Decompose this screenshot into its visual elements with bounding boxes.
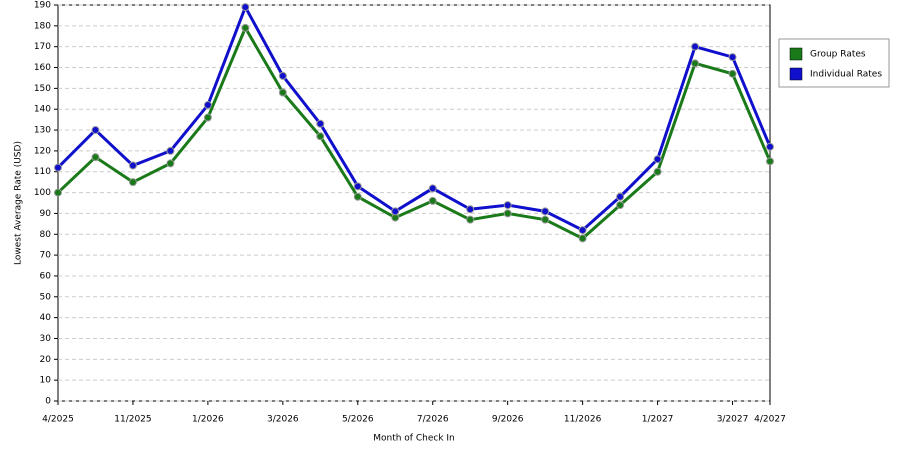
legend-label: Individual Rates — [810, 70, 882, 80]
x-tick-label: 7/2026 — [417, 415, 449, 425]
y-tick-label: 120 — [34, 146, 51, 156]
x-tick-label: 3/2026 — [267, 415, 299, 425]
legend-swatch — [789, 67, 803, 81]
data-point — [503, 201, 512, 210]
y-tick-label: 110 — [34, 167, 51, 177]
y-tick-label: 190 — [34, 1, 51, 11]
y-tick-label: 40 — [40, 313, 52, 323]
data-point — [766, 142, 774, 151]
x-tick-label: 9/2026 — [492, 415, 524, 425]
y-tick-label: 80 — [40, 230, 52, 240]
data-point — [54, 188, 62, 197]
x-tick-label: 3/2027 — [717, 415, 749, 425]
data-point — [166, 146, 175, 155]
y-tick-label: 180 — [34, 21, 51, 31]
data-point — [428, 184, 437, 193]
data-point — [616, 201, 625, 210]
data-point — [241, 23, 250, 32]
data-point — [353, 182, 362, 191]
y-tick-label: 20 — [40, 355, 52, 365]
data-point — [278, 71, 287, 80]
data-point — [691, 59, 700, 68]
data-point — [278, 88, 287, 97]
data-point — [391, 207, 400, 216]
legend-label: Group Rates — [810, 50, 866, 60]
data-point — [353, 192, 362, 201]
data-point — [728, 53, 737, 62]
x-tick-label: 5/2026 — [342, 415, 374, 425]
data-point — [691, 42, 700, 51]
y-axis-title: Lowest Average Rate (USD) — [14, 141, 24, 265]
data-point — [128, 178, 137, 187]
y-tick-label: 50 — [40, 292, 52, 302]
data-point — [241, 3, 250, 12]
data-point — [616, 192, 625, 201]
x-tick-label: 11/2026 — [564, 415, 602, 425]
y-tick-label: 10 — [40, 376, 52, 386]
y-tick-label: 60 — [40, 271, 52, 281]
y-tick-label: 150 — [34, 84, 51, 94]
data-point — [128, 161, 137, 170]
x-tick-label: 11/2025 — [114, 415, 151, 425]
data-point — [653, 155, 662, 164]
y-tick-label: 70 — [40, 251, 52, 261]
data-point — [203, 101, 212, 110]
data-point — [503, 209, 512, 218]
y-tick-label: 170 — [34, 42, 51, 52]
data-point — [578, 226, 587, 235]
data-point — [316, 119, 325, 128]
y-tick-label: 0 — [45, 397, 51, 407]
legend-swatch — [789, 47, 803, 61]
y-tick-label: 100 — [34, 188, 51, 198]
data-point — [653, 167, 662, 176]
data-point — [316, 132, 325, 141]
y-tick-label: 140 — [34, 105, 51, 115]
x-tick-label: 1/2027 — [642, 415, 674, 425]
y-tick-label: 90 — [40, 209, 52, 219]
data-point — [91, 153, 100, 162]
data-point — [728, 69, 737, 78]
x-tick-label: 1/2026 — [192, 415, 224, 425]
series-line — [56, 24, 772, 241]
y-tick-label: 130 — [34, 126, 51, 136]
x-tick-label: 4/2025 — [42, 415, 74, 425]
data-point — [203, 113, 212, 122]
data-point — [541, 207, 550, 216]
y-tick-label: 160 — [34, 63, 51, 73]
x-tick-label: 4/2027 — [754, 415, 786, 425]
plot-area — [57, 4, 771, 402]
data-point — [91, 126, 100, 135]
y-tick-label: 30 — [40, 334, 52, 344]
data-point — [766, 157, 774, 166]
data-point — [578, 234, 587, 243]
data-point — [466, 205, 475, 214]
data-point — [466, 215, 475, 224]
series-line — [56, 3, 772, 232]
x-axis-title: Month of Check In — [373, 434, 455, 444]
data-point — [166, 159, 175, 168]
data-point — [428, 196, 437, 205]
data-point — [541, 215, 550, 224]
data-point — [54, 163, 62, 172]
